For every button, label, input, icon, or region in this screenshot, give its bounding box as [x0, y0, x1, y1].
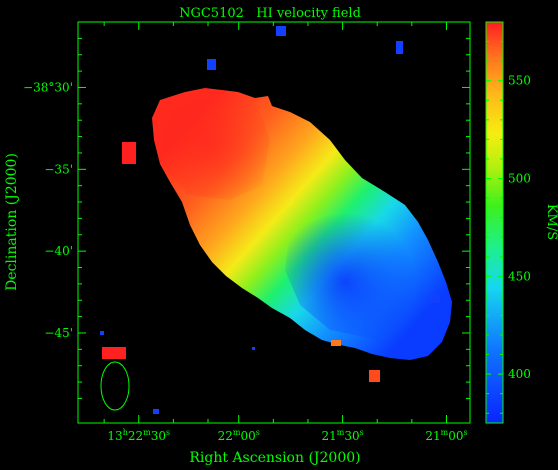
x-tick-marks: 13h​22m​30s​ 22m​00s​ 21m​30s​ 21m​00s​ — [103, 22, 468, 443]
x-tick-label: 22m​00s​ — [218, 428, 260, 443]
colorbar-ticks: 400 450 500 550 — [486, 21, 531, 414]
colorbar-tick-label: 500 — [508, 171, 531, 185]
colorbar — [485, 21, 504, 424]
colorbar-tick-label: 550 — [508, 74, 531, 88]
y-axis-label: Declination (J2000) — [4, 153, 20, 291]
blue-blob-right — [396, 41, 403, 54]
x-axis-label: Right Ascension (J2000) — [189, 450, 360, 466]
y-tick-label: −45' — [44, 326, 73, 340]
red-clump-left — [122, 142, 136, 164]
receding-core — [285, 210, 440, 340]
colorbar-label: KM/S — [544, 204, 558, 240]
y-tick-label: −35' — [44, 162, 73, 176]
y-tick-marks: −38°30' −35' −40' −45' — [23, 37, 470, 399]
colorbar-tick-label: 400 — [508, 367, 531, 381]
chart-title: NGC5102 HI velocity field — [179, 6, 361, 21]
blue-dot-bottom — [153, 409, 159, 414]
blue-dot-left — [100, 331, 104, 335]
orange-tip — [331, 340, 341, 346]
x-tick-label: 13h​22m​30s​ — [107, 428, 170, 443]
blue-dot-center — [252, 347, 255, 350]
x-tick-label: 21m​00s​ — [425, 428, 467, 443]
y-tick-label: −40' — [44, 244, 73, 258]
plot-frame — [77, 21, 471, 424]
blue-blob-mid — [207, 59, 216, 70]
x-tick-label: 21m​30s​ — [321, 428, 363, 443]
blue-blob-top — [276, 26, 286, 36]
red-clump-bottom — [369, 370, 380, 382]
beam-ellipse — [100, 361, 130, 411]
red-clump-lower — [102, 347, 126, 359]
approaching-core — [154, 88, 270, 200]
colorbar-tick-label: 450 — [508, 269, 531, 283]
y-tick-label: −38°30' — [23, 80, 73, 94]
blue-dot-right — [430, 295, 440, 303]
velocity-map — [100, 26, 452, 414]
